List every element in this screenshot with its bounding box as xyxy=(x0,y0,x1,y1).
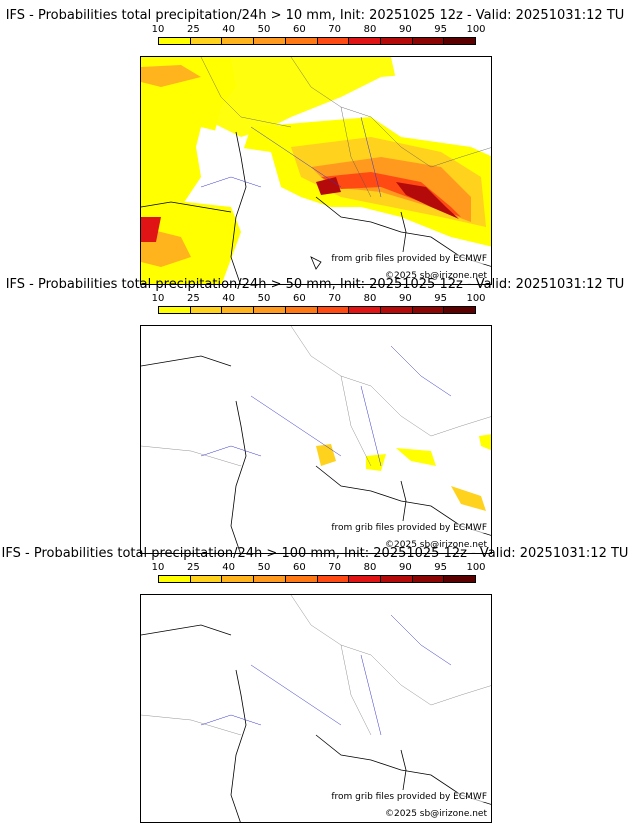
colorbar-tick-label: 80 xyxy=(363,562,377,573)
colorbar-tick-label: 95 xyxy=(434,293,448,304)
colorbar-tick-label: 10 xyxy=(151,562,165,573)
rivers xyxy=(200,345,452,467)
colorbar-tick-labels: 10 25 40 50 60 70 80 90 95 100 xyxy=(152,562,486,574)
colorbar-swatch xyxy=(444,576,476,582)
panel-title: IFS - Probabilities total precipitation/… xyxy=(1,546,629,561)
rivers xyxy=(200,614,452,736)
map-panel-50mm: IFS - Probabilities total precipitation/… xyxy=(0,277,630,554)
coastlines xyxy=(141,624,491,822)
panel-title: IFS - Probabilities total precipitation/… xyxy=(5,8,625,23)
colorbar-tick-label: 80 xyxy=(363,293,377,304)
colorbar-tick-label: 25 xyxy=(186,24,200,35)
colorbar-swatches xyxy=(158,575,476,583)
colorbar-tick-label: 100 xyxy=(466,562,486,573)
colorbar-tick-label: 90 xyxy=(398,562,412,573)
colorbar-swatch xyxy=(159,576,191,582)
colorbar-tick-label: 10 xyxy=(151,24,165,35)
colorbar-swatch xyxy=(190,38,223,44)
colorbar-swatch xyxy=(254,576,286,582)
credit-source: from grib files provided by ECMWF xyxy=(331,254,487,264)
colorbar-swatch xyxy=(380,307,413,313)
colorbar-swatch xyxy=(380,38,413,44)
map-graphic xyxy=(141,57,491,284)
colorbar-swatch xyxy=(285,576,318,582)
colorbar-swatch xyxy=(222,576,255,582)
colorbar-swatch xyxy=(254,38,286,44)
colorbar: 10 25 40 50 60 70 80 90 95 100 xyxy=(152,562,486,590)
colorbar-swatch xyxy=(222,307,255,313)
colorbar-swatch xyxy=(222,38,255,44)
colorbar-swatch xyxy=(285,38,318,44)
colorbar-swatch xyxy=(380,576,413,582)
colorbar-swatch xyxy=(349,576,381,582)
colorbar-swatch xyxy=(317,307,350,313)
colorbar-tick-label: 25 xyxy=(186,562,200,573)
colorbar-tick-label: 60 xyxy=(292,293,306,304)
colorbar-tick-label: 95 xyxy=(434,24,448,35)
colorbar-tick-label: 90 xyxy=(398,293,412,304)
colorbar-swatches xyxy=(158,306,476,314)
credit-copyright: ©2025 sb@irizone.net xyxy=(385,809,487,819)
credit-source: from grib files provided by ECMWF xyxy=(331,523,487,533)
colorbar-swatch xyxy=(317,576,350,582)
colorbar-tick-label: 60 xyxy=(292,562,306,573)
colorbar-swatch xyxy=(159,307,191,313)
colorbar-tick-label: 25 xyxy=(186,293,200,304)
colorbar-swatch xyxy=(254,307,286,313)
colorbar-tick-label: 40 xyxy=(222,24,236,35)
colorbar-tick-label: 50 xyxy=(257,24,271,35)
panel-title: IFS - Probabilities total precipitation/… xyxy=(5,277,625,292)
colorbar-tick-label: 90 xyxy=(398,24,412,35)
precip-shading xyxy=(316,434,491,511)
colorbar-swatch xyxy=(412,307,445,313)
colorbar-tick-label: 70 xyxy=(328,562,342,573)
colorbar-tick-label: 50 xyxy=(257,562,271,573)
precip-probability-map: from grib files provided by ECMWF ©2025 … xyxy=(140,325,492,554)
colorbar-swatch xyxy=(190,576,223,582)
colorbar-swatch xyxy=(349,307,381,313)
colorbar: 10 25 40 50 60 70 80 90 95 100 xyxy=(152,24,486,52)
credit-copyright: ©2025 sb@irizone.net xyxy=(385,540,487,550)
colorbar-tick-label: 70 xyxy=(328,24,342,35)
colorbar-tick-labels: 10 25 40 50 60 70 80 90 95 100 xyxy=(152,293,486,305)
country-borders xyxy=(141,326,491,467)
precip-probability-map: from grib files provided by ECMWF ©2025 … xyxy=(140,56,492,285)
credit-copyright: ©2025 sb@irizone.net xyxy=(385,271,487,281)
colorbar-swatches xyxy=(158,37,476,45)
colorbar-tick-labels: 10 25 40 50 60 70 80 90 95 100 xyxy=(152,24,486,36)
colorbar-swatch xyxy=(159,38,191,44)
colorbar-tick-label: 60 xyxy=(292,24,306,35)
colorbar-swatch xyxy=(349,38,381,44)
colorbar-swatch xyxy=(285,307,318,313)
precip-probability-map: from grib files provided by ECMWF ©2025 … xyxy=(140,594,492,823)
map-panel-10mm: IFS - Probabilities total precipitation/… xyxy=(0,8,630,285)
colorbar: 10 25 40 50 60 70 80 90 95 100 xyxy=(152,293,486,321)
rivers xyxy=(200,116,382,198)
colorbar-swatch xyxy=(412,38,445,44)
colorbar-swatch xyxy=(190,307,223,313)
country-borders xyxy=(141,595,491,736)
colorbar-swatch xyxy=(317,38,350,44)
colorbar-swatch xyxy=(412,576,445,582)
colorbar-swatch xyxy=(444,307,476,313)
colorbar-tick-label: 40 xyxy=(222,293,236,304)
colorbar-tick-label: 40 xyxy=(222,562,236,573)
colorbar-tick-label: 50 xyxy=(257,293,271,304)
colorbar-tick-label: 70 xyxy=(328,293,342,304)
precip-shading xyxy=(141,57,491,284)
colorbar-tick-label: 10 xyxy=(151,293,165,304)
map-graphic xyxy=(141,326,491,553)
colorbar-tick-label: 95 xyxy=(434,562,448,573)
colorbar-swatch xyxy=(444,38,476,44)
credit-source: from grib files provided by ECMWF xyxy=(331,792,487,802)
colorbar-tick-label: 100 xyxy=(466,24,486,35)
country-borders xyxy=(200,57,491,198)
map-graphic xyxy=(141,595,491,822)
colorbar-tick-label: 80 xyxy=(363,24,377,35)
map-panel-100mm: IFS - Probabilities total precipitation/… xyxy=(0,546,630,823)
colorbar-tick-label: 100 xyxy=(466,293,486,304)
